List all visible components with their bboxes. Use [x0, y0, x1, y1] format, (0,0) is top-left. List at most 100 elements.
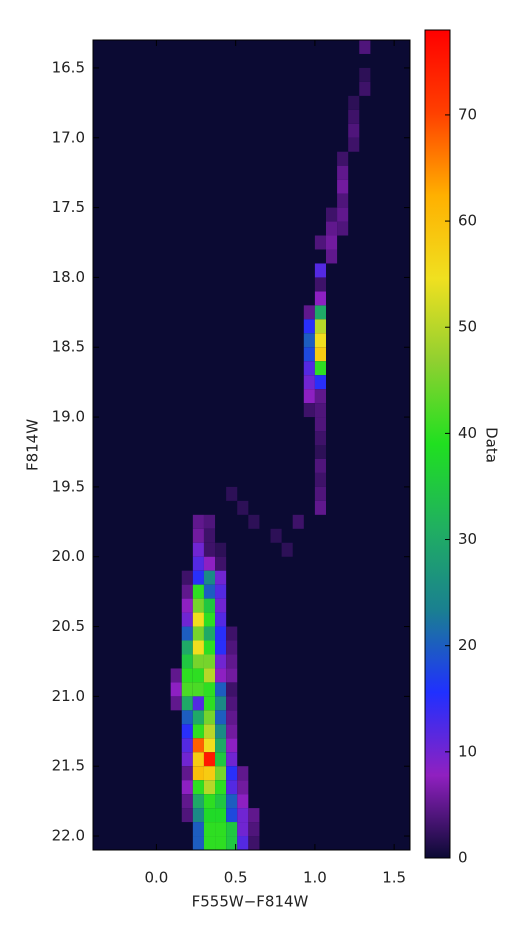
heatmap-cell: [226, 836, 238, 850]
x-axis-label: F555W−F814W: [192, 893, 309, 911]
heatmap-cell: [203, 738, 216, 753]
heatmap-cell: [314, 431, 326, 445]
heatmap-cell: [215, 570, 227, 585]
heatmap-cell: [192, 780, 204, 795]
colorbar-tick-label: 30: [458, 530, 477, 548]
heatmap-cell: [203, 584, 216, 599]
heatmap-cell: [215, 794, 227, 809]
heatmap-cell: [192, 654, 204, 669]
heatmap-cell: [314, 486, 326, 501]
colorbar-tick-label: 60: [458, 212, 477, 230]
heatmap-cell: [203, 556, 216, 571]
heatmap-cell: [226, 794, 238, 809]
heatmap-cell: [181, 626, 193, 641]
heatmap-cell: [303, 361, 315, 376]
heatmap-cell: [359, 40, 371, 54]
heatmap-cell: [359, 67, 371, 82]
heatmap-cell: [192, 724, 204, 739]
heatmap-cell: [325, 249, 338, 264]
heatmap-cell: [303, 305, 315, 320]
heatmap-cell: [192, 710, 204, 725]
heatmap-cell: [226, 738, 238, 753]
heatmap-cell: [270, 528, 282, 543]
heatmap-cell: [348, 123, 360, 138]
y-axis-label: F814W: [24, 419, 42, 471]
heatmap-cell: [181, 738, 193, 753]
heatmap-cell: [203, 626, 216, 641]
y-tick-label: 17.5: [52, 198, 85, 216]
heatmap-cell: [181, 808, 193, 823]
x-tick-label: 1.0: [303, 869, 327, 887]
heatmap-cell: [192, 598, 204, 613]
heatmap-cell: [303, 333, 315, 348]
heatmap-cell: [203, 612, 216, 627]
heatmap-cell: [181, 696, 193, 711]
heatmap-cell: [248, 808, 260, 823]
heatmap-cell: [248, 836, 260, 850]
heatmap-cell: [314, 347, 326, 362]
heatmap-cell: [192, 640, 204, 655]
heatmap-cell: [237, 766, 249, 781]
y-tick-label: 18.5: [52, 338, 85, 356]
heatmap-cell: [203, 598, 216, 613]
heatmap-cell: [181, 570, 193, 585]
heatmap-cell: [181, 598, 193, 613]
heatmap-cell: [226, 822, 238, 837]
y-tick-label: 17.0: [52, 128, 85, 146]
y-tick-label: 19.5: [52, 477, 85, 495]
heatmap-cell: [314, 333, 326, 348]
heatmap-cell: [215, 710, 227, 725]
heatmap-cell: [226, 640, 238, 655]
heatmap-cell: [192, 570, 204, 585]
heatmap-cell: [314, 472, 326, 487]
x-tick-label: 1.5: [382, 869, 406, 887]
heatmap-cell: [215, 668, 227, 683]
y-tick-label: 16.5: [52, 58, 85, 76]
heatmap-cell: [226, 626, 238, 641]
y-tick-label: 18.0: [52, 268, 85, 286]
heatmap-cell: [215, 626, 227, 641]
heatmap-cell: [314, 361, 326, 376]
heatmap-cell: [215, 766, 227, 781]
colorbar-tick-label: 50: [458, 318, 477, 336]
heatmap-cell: [203, 766, 216, 781]
heatmap-cell: [314, 417, 326, 432]
plot-frame: [92, 39, 411, 851]
heatmap-cell: [192, 836, 204, 850]
heatmap-cell: [181, 752, 193, 767]
heatmap-cell: [215, 752, 227, 767]
heatmap-cell: [226, 710, 238, 725]
heatmap-cell: [314, 305, 326, 320]
heatmap-cell: [215, 724, 227, 739]
heatmap-cell: [226, 682, 238, 697]
heatmap-cell: [203, 724, 216, 739]
heatmap-cell: [203, 570, 216, 585]
heatmap-cell: [215, 696, 227, 711]
heatmap-cell: [203, 654, 216, 669]
heatmap-cell: [348, 137, 360, 152]
heatmap-cell: [314, 375, 326, 390]
heatmap-cell: [192, 822, 204, 837]
heatmap-cell: [226, 752, 238, 767]
heatmap-cell: [226, 724, 238, 739]
heatmap-cell: [337, 179, 349, 194]
heatmap-cell: [303, 375, 315, 390]
heatmap-cell: [192, 542, 204, 557]
heatmap-cell: [314, 263, 326, 278]
heatmap-cell: [203, 640, 216, 655]
colorbar: [424, 29, 451, 859]
heatmap-cell: [215, 654, 227, 669]
heatmap-cell: [192, 794, 204, 809]
heatmap-cell: [314, 291, 326, 306]
heatmap-cell: [181, 668, 193, 683]
heatmap-cell: [215, 612, 227, 627]
heatmap-cell: [181, 794, 193, 809]
heatmap-cell: [203, 780, 216, 795]
heatmap-cell: [303, 389, 315, 404]
heatmap-cell: [226, 654, 238, 669]
heatmap-cell: [181, 724, 193, 739]
y-tick-label: 20.0: [52, 547, 85, 565]
heatmap-cell: [203, 668, 216, 683]
heatmap-cell: [314, 458, 326, 473]
